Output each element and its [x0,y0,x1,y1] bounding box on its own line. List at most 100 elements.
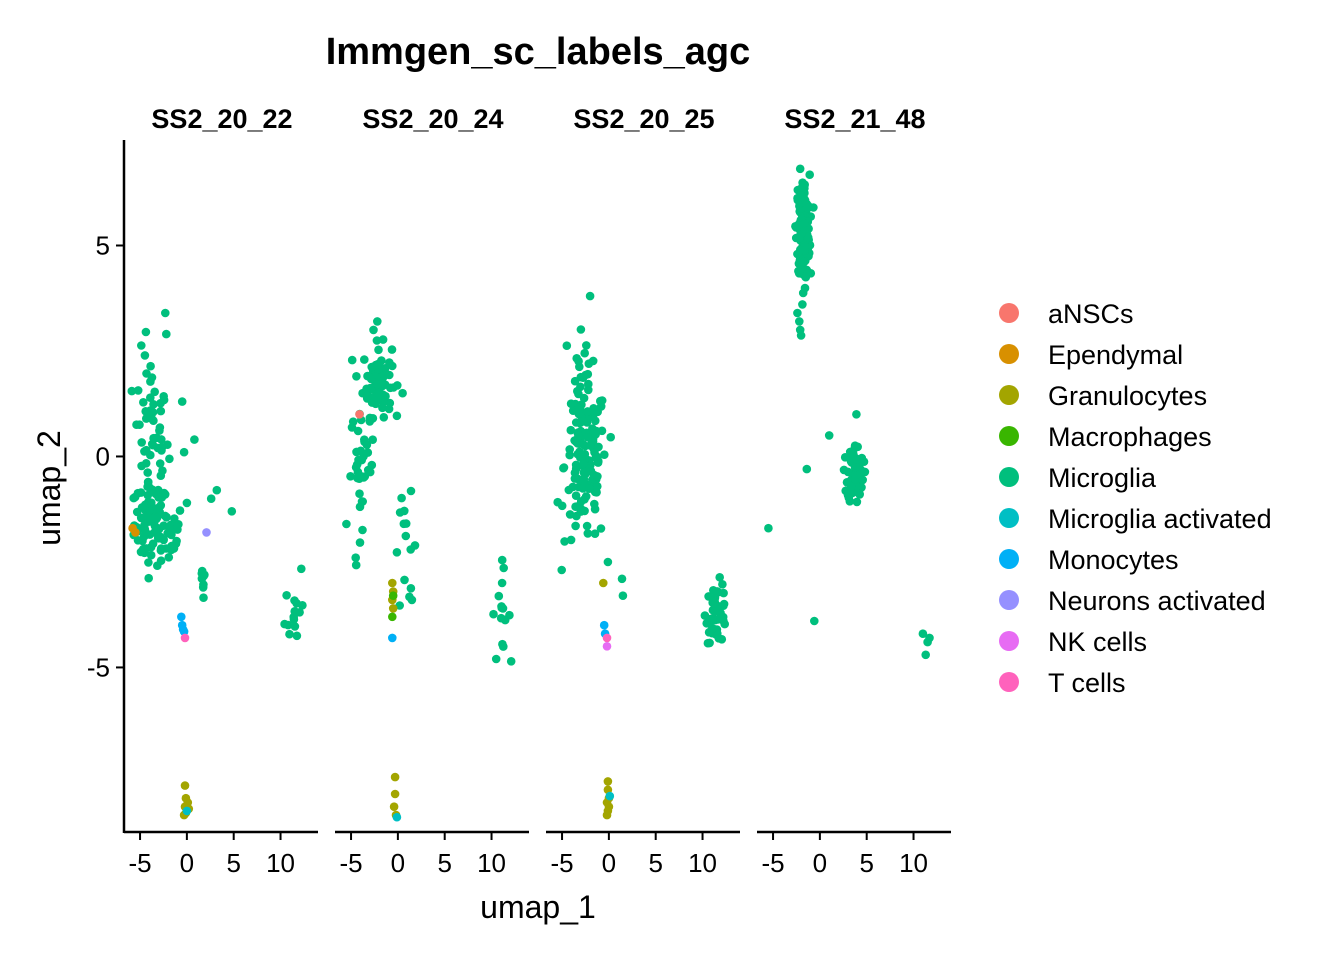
data-point [590,504,600,514]
data-point [385,370,394,380]
data-point [358,525,367,535]
data-point [572,354,581,363]
legend-label: Monocytes [1048,545,1179,575]
data-point [705,638,714,648]
data-point [135,420,144,430]
legend-swatch [999,508,1019,528]
data-point [352,447,361,457]
data-point [177,397,187,406]
data-point [162,512,171,522]
data-point [602,810,612,820]
legend-label: Ependymal [1048,340,1183,370]
data-point [158,466,167,476]
data-point [795,164,805,174]
data-point [794,267,804,277]
facet-panel: SS2_20_25 -5 0 5 10 [546,104,740,878]
data-point [407,595,417,605]
x-tick-label: 0 [180,848,194,878]
data-point [373,317,382,326]
data-point [353,473,362,483]
data-point [150,387,159,397]
data-point [368,435,378,445]
data-point [713,615,723,624]
data-point [599,578,608,588]
data-point [179,627,189,636]
data-point [565,445,574,454]
data-point [590,529,600,538]
data-point [149,514,158,523]
data-point [801,272,810,282]
data-point [800,245,809,255]
data-point [593,472,602,481]
data-point [388,604,398,613]
legend-swatch [999,344,1019,364]
legend-label: Neurons activated [1048,586,1266,616]
data-point [298,601,307,610]
data-point [602,642,612,651]
data-point [147,373,157,382]
data-point [212,485,222,495]
facet-panel: SS2_21_48 -5 0 5 10 [757,104,951,878]
data-point [565,510,575,519]
data-point [597,426,607,436]
data-point [798,300,807,309]
data-point [568,482,578,492]
x-tick-label: 5 [437,848,451,878]
data-point [583,407,592,416]
data-point [365,467,375,477]
data-point [803,233,813,242]
data-point [357,455,367,465]
data-point [143,468,152,477]
data-point [400,575,409,585]
data-point [581,492,591,501]
data-point [206,494,216,504]
data-point [149,400,158,409]
data-point [585,291,595,301]
data-point [175,506,185,515]
data-point [180,781,190,790]
data-point [824,431,834,440]
data-point [133,488,143,498]
data-point [182,806,192,816]
data-point [157,442,167,452]
data-point [164,553,174,562]
data-point [390,772,400,782]
data-point [159,392,168,401]
data-point [500,615,510,625]
data-point [805,170,814,179]
data-point [146,393,155,403]
legend-item: aNSCs [999,299,1134,329]
data-point [580,506,589,516]
data-point [397,493,406,503]
data-point [579,474,589,484]
data-point [858,475,867,485]
data-point [165,525,175,534]
legend-swatch [999,590,1019,610]
data-point [387,345,397,354]
x-tick-label: 0 [391,848,405,878]
facet-panels: SS2_20_22 -5 0 5 10 SS2_20_24 -5 0 5 10 SS2_20_25 -… [124,104,951,878]
data-point [704,628,714,637]
facet-panel: SS2_20_24 -5 0 5 10 [335,104,529,878]
data-point [714,634,724,643]
data-point [342,519,351,529]
data-point [388,591,398,600]
data-point [719,599,729,609]
x-tick-label: -5 [339,848,362,878]
data-point [151,489,160,499]
data-point [360,435,369,445]
data-point [352,372,361,381]
data-point [921,650,930,660]
data-point [282,591,291,600]
data-point [859,457,869,467]
data-point [506,657,516,666]
data-point [380,380,390,390]
data-point [155,524,164,534]
data-point [579,459,588,469]
legend-label: Macrophages [1048,422,1212,452]
data-point [142,414,151,423]
data-point [709,586,718,595]
data-point [575,362,584,372]
legend-item: Neurons activated [999,586,1266,616]
